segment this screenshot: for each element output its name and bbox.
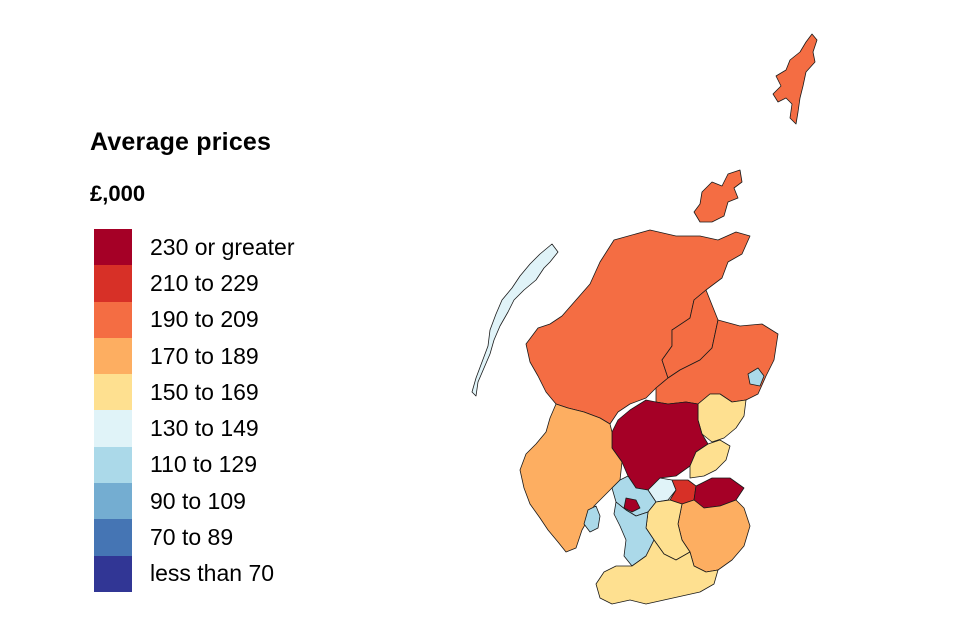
legend-label: less than 70	[150, 560, 275, 587]
legend-label: 90 to 109	[150, 487, 246, 514]
legend-label: 170 to 189	[150, 342, 259, 369]
legend-swatch	[94, 337, 132, 375]
region-fife	[689, 439, 731, 479]
legend-item: 70 to 89	[94, 519, 294, 556]
region-east-renfrewshire	[623, 497, 641, 513]
legend-label: 210 to 229	[150, 269, 259, 296]
legend-item: 230 or greater	[94, 229, 295, 266]
legend-swatch	[94, 555, 132, 592]
region-angus	[697, 393, 747, 443]
region-orkney	[693, 169, 743, 223]
legend-label: 130 to 149	[150, 415, 259, 442]
legend-label: 70 to 89	[150, 524, 234, 551]
legend-swatch	[94, 374, 132, 411]
legend-label: 150 to 169	[150, 378, 259, 405]
region-arran	[583, 505, 601, 533]
legend-item: 150 to 169	[94, 374, 294, 411]
legend-title: Average prices	[90, 128, 272, 156]
legend-swatch	[94, 229, 132, 266]
legend-item: 110 to 129	[94, 446, 294, 484]
legend-swatch	[94, 410, 132, 447]
legend-swatch	[94, 446, 132, 484]
legend-swatch	[94, 301, 132, 338]
region-western-isles	[471, 243, 559, 397]
legend-item: 130 to 149	[94, 410, 294, 447]
legend-item: 210 to 229	[94, 265, 294, 302]
legend-item: 90 to 109	[94, 483, 294, 520]
region-highland	[525, 229, 751, 425]
region-dumfries-and-galloway	[595, 539, 719, 605]
legend-swatch	[94, 483, 132, 520]
legend-unit: £,000	[90, 181, 146, 206]
legend-label: 190 to 209	[150, 306, 259, 333]
region-argyll-and-bute	[519, 403, 623, 553]
region-shetland	[772, 33, 818, 125]
legend-label: 110 to 129	[150, 451, 258, 478]
legend-item: less than 70	[94, 555, 294, 592]
legend-label: 230 or greater	[150, 233, 295, 260]
region-aberdeen-city	[747, 367, 765, 387]
legend-item: 190 to 209	[94, 301, 294, 338]
legend-item: 170 to 189	[94, 337, 294, 375]
legend: 230 or greater 210 to 229 190 to 209 170…	[94, 229, 294, 592]
legend-swatch	[94, 519, 132, 556]
legend-swatch	[94, 265, 132, 302]
